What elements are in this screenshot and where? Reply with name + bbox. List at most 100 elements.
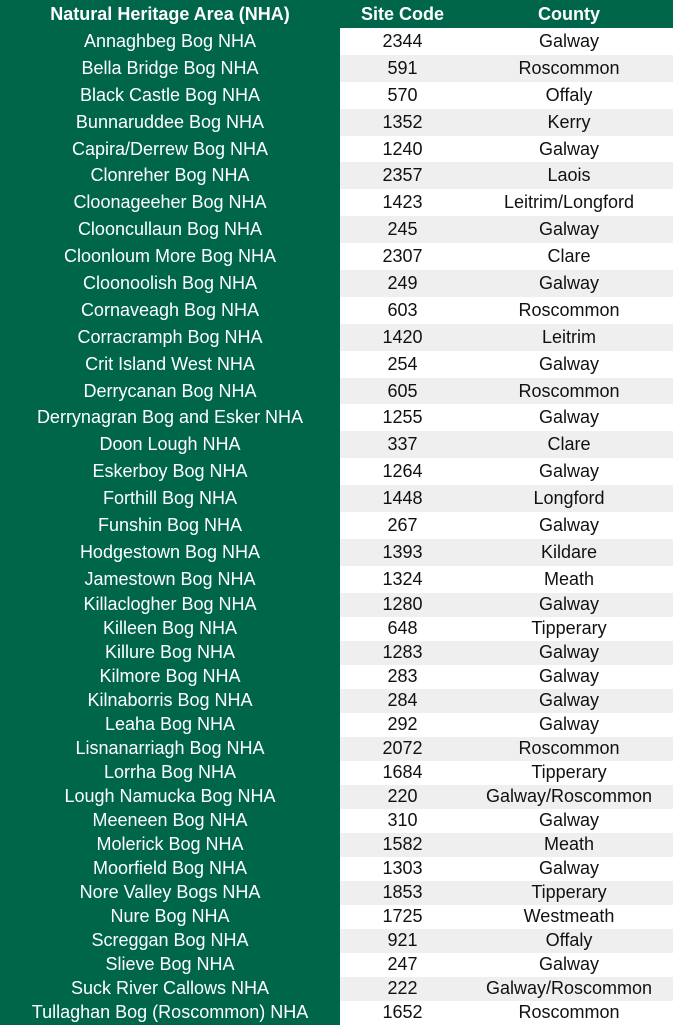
nha-cell: Capira/Derrew Bog NHA xyxy=(0,135,340,163)
county-cell: Galway xyxy=(538,461,600,482)
site-code-cell: 1303 xyxy=(382,858,423,879)
site-code-cell: 1684 xyxy=(382,762,423,783)
nha-cell: Lorrha Bog NHA xyxy=(0,760,340,785)
nha-cell: Molerick Bog NHA xyxy=(0,832,340,857)
site-code-cell: 1393 xyxy=(340,538,465,566)
county-cell: Laois xyxy=(465,162,673,190)
site-code-cell: 284 xyxy=(340,688,465,713)
table-row: Killeen Bog NHA 648 Tipperary xyxy=(0,616,673,641)
site-code-cell: 267 xyxy=(387,514,418,535)
nha-cell: Cloonageeher Bog NHA xyxy=(0,189,340,217)
county-cell: Meath xyxy=(465,832,673,857)
table-row: Leaha Bog NHA 292 Galway xyxy=(0,712,673,737)
table-row: Cloonloum More Bog NHA 2307 Clare xyxy=(0,243,673,271)
site-code-cell: 1264 xyxy=(382,461,423,482)
county-cell: Galway xyxy=(465,270,673,297)
county-cell: Galway xyxy=(538,810,600,831)
county-cell: Galway xyxy=(465,216,673,244)
site-code-cell: 1423 xyxy=(382,192,423,213)
nha-cell: Lisnanarriagh Bog NHA xyxy=(0,736,340,761)
site-code-cell: 2307 xyxy=(382,246,423,267)
county-cell: Galway xyxy=(465,592,673,617)
nha-cell: Killure Bog NHA xyxy=(0,640,340,665)
table-row: Lorrha Bog NHA 1684 Tipperary xyxy=(0,760,673,785)
nha-cell: Suck River Callows NHA xyxy=(0,976,340,1001)
nha-cell: Annaghbeg Bog NHA xyxy=(0,28,340,55)
site-code-cell: 283 xyxy=(387,666,418,687)
table-row: Kilnaborris Bog NHA 284 Galway xyxy=(0,688,673,713)
county-cell: Roscommon xyxy=(465,736,673,761)
table-row: Black Castle Bog NHA 570 Offaly xyxy=(0,81,673,109)
site-code-cell: 247 xyxy=(387,954,418,975)
county-cell: Tipperary xyxy=(465,880,673,905)
table-row: Cloonageeher Bog NHA 1423 Leitrim/Longford xyxy=(0,189,673,217)
county-cell: Offaly xyxy=(465,928,673,953)
table-row: Nure Bog NHA 1725 Westmeath xyxy=(0,904,673,929)
nha-cell: Derrycanan Bog NHA xyxy=(0,377,340,405)
nha-cell: Cornaveagh Bog NHA xyxy=(0,296,340,324)
county-cell: Galway xyxy=(538,666,600,687)
nha-cell: Meeneen Bog NHA xyxy=(0,808,340,833)
county-cell: Tipperary xyxy=(531,618,607,639)
nha-cell: Leaha Bog NHA xyxy=(0,712,340,737)
site-code-cell: 1582 xyxy=(340,832,465,857)
county-cell: Galway/Roscommon xyxy=(465,976,673,1001)
table-row: Screggan Bog NHA 921 Offaly xyxy=(0,928,673,953)
site-code-cell: 1420 xyxy=(340,323,465,351)
site-code-cell: 570 xyxy=(387,84,418,105)
site-code-cell: 1255 xyxy=(382,407,423,428)
site-code-cell: 249 xyxy=(340,270,465,297)
table-row: Forthill Bog NHA 1448 Longford xyxy=(0,485,673,513)
county-cell: Galway xyxy=(538,514,600,535)
table-row: Corracramph Bog NHA 1420 Leitrim xyxy=(0,323,673,351)
site-code-cell: 1853 xyxy=(340,880,465,905)
table-row: Doon Lough NHA 337 Clare xyxy=(0,431,673,459)
county-cell: Leitrim/Longford xyxy=(503,192,635,213)
table-row: Killaclogher Bog NHA 1280 Galway xyxy=(0,592,673,617)
county-cell: Galway xyxy=(538,353,600,374)
county-cell: Galway xyxy=(465,640,673,665)
site-code-cell: 222 xyxy=(340,976,465,1001)
site-code-cell: 1283 xyxy=(340,640,465,665)
nha-cell: Jamestown Bog NHA xyxy=(0,565,340,593)
nha-cell: Killaclogher Bog NHA xyxy=(0,592,340,617)
header-nha: Natural Heritage Area (NHA) xyxy=(50,3,290,24)
nha-cell: Hodgestown Bog NHA xyxy=(0,538,340,566)
site-code-cell: 2344 xyxy=(382,30,423,51)
table-row: Crit Island West NHA 254 Galway xyxy=(0,350,673,378)
site-code-cell: 245 xyxy=(340,216,465,244)
county-cell: Kerry xyxy=(465,108,673,136)
site-code-cell: 220 xyxy=(340,784,465,809)
nha-cell: Screggan Bog NHA xyxy=(0,928,340,953)
table-row: Kilmore Bog NHA 283 Galway xyxy=(0,664,673,689)
site-code-cell: 292 xyxy=(387,714,418,735)
site-code-cell: 310 xyxy=(387,810,418,831)
nha-cell: Black Castle Bog NHA xyxy=(0,81,340,109)
nha-cell: Bunnaruddee Bog NHA xyxy=(0,108,340,136)
table-row: Moorfield Bog NHA 1303 Galway xyxy=(0,856,673,881)
county-cell: Offaly xyxy=(545,84,593,105)
table-row: Lough Namucka Bog NHA 220 Galway/Roscommon xyxy=(0,784,673,809)
nha-cell: Crit Island West NHA xyxy=(0,350,340,378)
county-cell: Clare xyxy=(465,431,673,459)
county-cell: Galway/Roscommon xyxy=(465,784,673,809)
site-code-cell: 337 xyxy=(340,431,465,459)
nha-cell: Forthill Bog NHA xyxy=(0,485,340,513)
county-cell: Galway xyxy=(538,714,600,735)
table-row: Lisnanarriagh Bog NHA 2072 Roscommon xyxy=(0,736,673,761)
table-row: Slieve Bog NHA 247 Galway xyxy=(0,952,673,977)
site-code-cell: 921 xyxy=(340,928,465,953)
nha-cell: Moorfield Bog NHA xyxy=(0,856,340,881)
county-cell: Tipperary xyxy=(531,762,607,783)
county-cell: Leitrim xyxy=(465,323,673,351)
nha-cell: Funshin Bog NHA xyxy=(0,512,340,539)
nha-cell: Tullaghan Bog (Roscommon) NHA xyxy=(0,1000,340,1025)
nha-cell: Nore Valley Bogs NHA xyxy=(0,880,340,905)
table-row: Bella Bridge Bog NHA 591 Roscommon xyxy=(0,54,673,82)
nha-cell: Derrynagran Bog and Esker NHA xyxy=(0,404,340,432)
table-row: Funshin Bog NHA 267 Galway xyxy=(0,512,673,539)
table-row: Killure Bog NHA 1283 Galway xyxy=(0,640,673,665)
table-row: Derrycanan Bog NHA 605 Roscommon xyxy=(0,377,673,405)
county-cell: Galway xyxy=(465,688,673,713)
